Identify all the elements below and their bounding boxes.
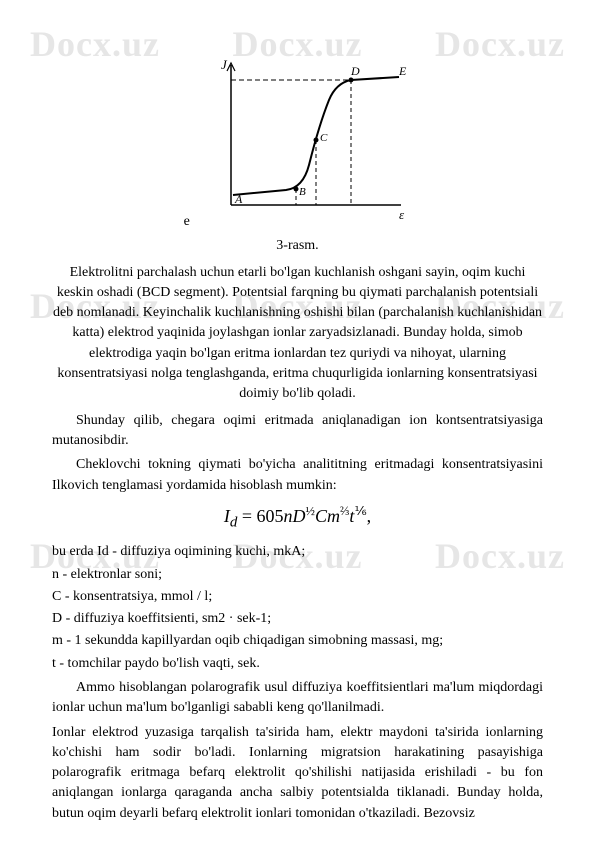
def-m: m - 1 sekundda kapillyardan oqib chiqadi… — [52, 631, 543, 651]
ilkovich-formula: Id = 605nD½Cm⅔t⅙, — [52, 502, 543, 534]
def-C: C - konsentratsiya, mmol / l; — [52, 587, 543, 607]
def-Id: bu erda Id - diffuziya oqimining kuchi, … — [52, 542, 543, 562]
svg-text:J: J — [221, 57, 228, 72]
iv-curve-figure: J ε A B C D E — [201, 55, 411, 232]
def-D: D - diffuziya koeffitsienti, sm2 · sek-1… — [52, 609, 543, 629]
paragraph-3: Cheklovchi tokning qiymati bo'yicha anal… — [52, 455, 543, 496]
paragraph-4: Ammo hisoblangan polarografik usul diffu… — [52, 678, 543, 719]
figure-caption: 3-rasm. — [52, 236, 543, 256]
svg-text:E: E — [398, 64, 407, 78]
paragraph-2: Shunday qilib, chegara oqimi eritmada an… — [52, 411, 543, 452]
svg-text:A: A — [234, 192, 243, 206]
def-t: t - tomchilar paydo bo'lish vaqti, sek. — [52, 654, 543, 674]
figure-e-label: e — [184, 212, 190, 232]
formula-text: Id = 605nD½Cm⅔t⅙, — [224, 502, 371, 534]
def-n: n - elektronlar soni; — [52, 565, 543, 585]
paragraph-5: Ionlar elektrod yuzasiga tarqalish ta'si… — [52, 723, 543, 824]
svg-text:B: B — [299, 186, 306, 198]
svg-text:D: D — [350, 64, 360, 78]
figure-area: e J ε — [52, 55, 543, 232]
svg-text:C: C — [320, 132, 328, 144]
paragraph-1: Elektrolitni parchalash uchun etarli bo'… — [52, 263, 543, 405]
definitions-list: bu erda Id - diffuziya oqimining kuchi, … — [52, 542, 543, 674]
svg-text:ε: ε — [399, 207, 405, 222]
